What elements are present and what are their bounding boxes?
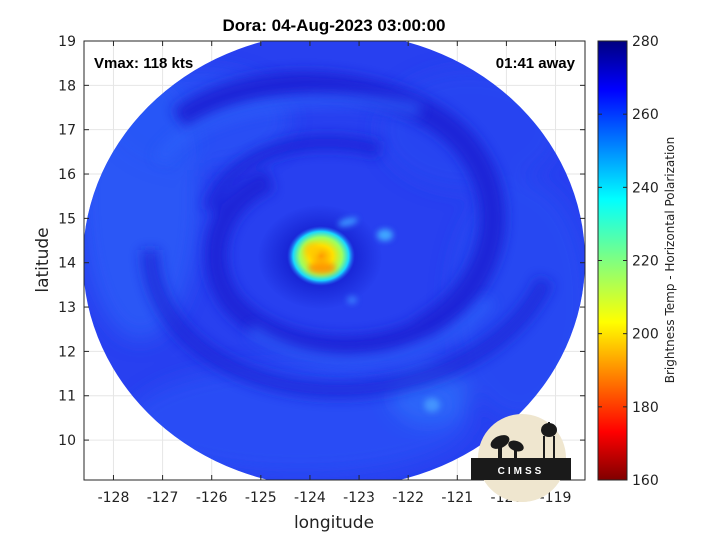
- y-tick-label: 11: [58, 389, 76, 405]
- colorbar-label: Brightness Temp - Horizontal Polarizatio…: [663, 137, 677, 384]
- colorbar: [597, 40, 628, 481]
- cimss-logo-text: CIMSS: [498, 466, 545, 477]
- y-tick-label: 14: [58, 256, 76, 272]
- brightness-temp-swath: [84, 41, 585, 480]
- y-tick-label: 17: [58, 123, 76, 139]
- colorbar-tick-label: 280: [632, 34, 659, 50]
- x-tick-label: -127: [147, 490, 179, 506]
- colorbar-tick-label: 220: [632, 254, 659, 270]
- x-tick-label: -125: [245, 490, 277, 506]
- x-axis-label: longitude: [294, 513, 374, 533]
- x-tick-label: -123: [343, 490, 375, 506]
- plot-border: [83, 40, 586, 481]
- colorbar-ticks: 160 180 200 220 240 260 280: [598, 34, 659, 489]
- y-tick-label: 10: [58, 433, 76, 449]
- y-tick-label: 19: [58, 34, 76, 50]
- y-axis-ticks: 10 11 12 13 14 15 16 17 18 19: [58, 34, 585, 449]
- colorbar-tick-label: 240: [632, 180, 659, 196]
- x-tick-label: -128: [98, 490, 130, 506]
- y-axis-label: latitude: [33, 227, 53, 292]
- x-tick-label: -119: [540, 490, 572, 506]
- colorbar-tick-label: 180: [632, 400, 659, 416]
- chart-title: Dora: 04-Aug-2023 03:00:00: [223, 16, 446, 35]
- x-tick-label: -124: [294, 490, 326, 506]
- x-tick-label: -121: [441, 490, 473, 506]
- y-tick-label: 12: [58, 344, 76, 360]
- colorbar-tick-label: 160: [632, 473, 659, 489]
- y-tick-label: 18: [58, 78, 76, 94]
- x-tick-label: -122: [392, 490, 424, 506]
- y-tick-label: 13: [58, 300, 76, 316]
- time-away-annotation: 01:41 away: [496, 55, 576, 72]
- vmax-annotation: Vmax: 118 kts: [94, 55, 193, 72]
- y-tick-label: 15: [58, 211, 76, 227]
- colorbar-tick-label: 260: [632, 107, 659, 123]
- y-tick-label: 16: [58, 167, 76, 183]
- colorbar-tick-label: 200: [632, 327, 659, 343]
- x-tick-label: -126: [196, 490, 228, 506]
- cimss-logo: CIMSS: [471, 414, 571, 502]
